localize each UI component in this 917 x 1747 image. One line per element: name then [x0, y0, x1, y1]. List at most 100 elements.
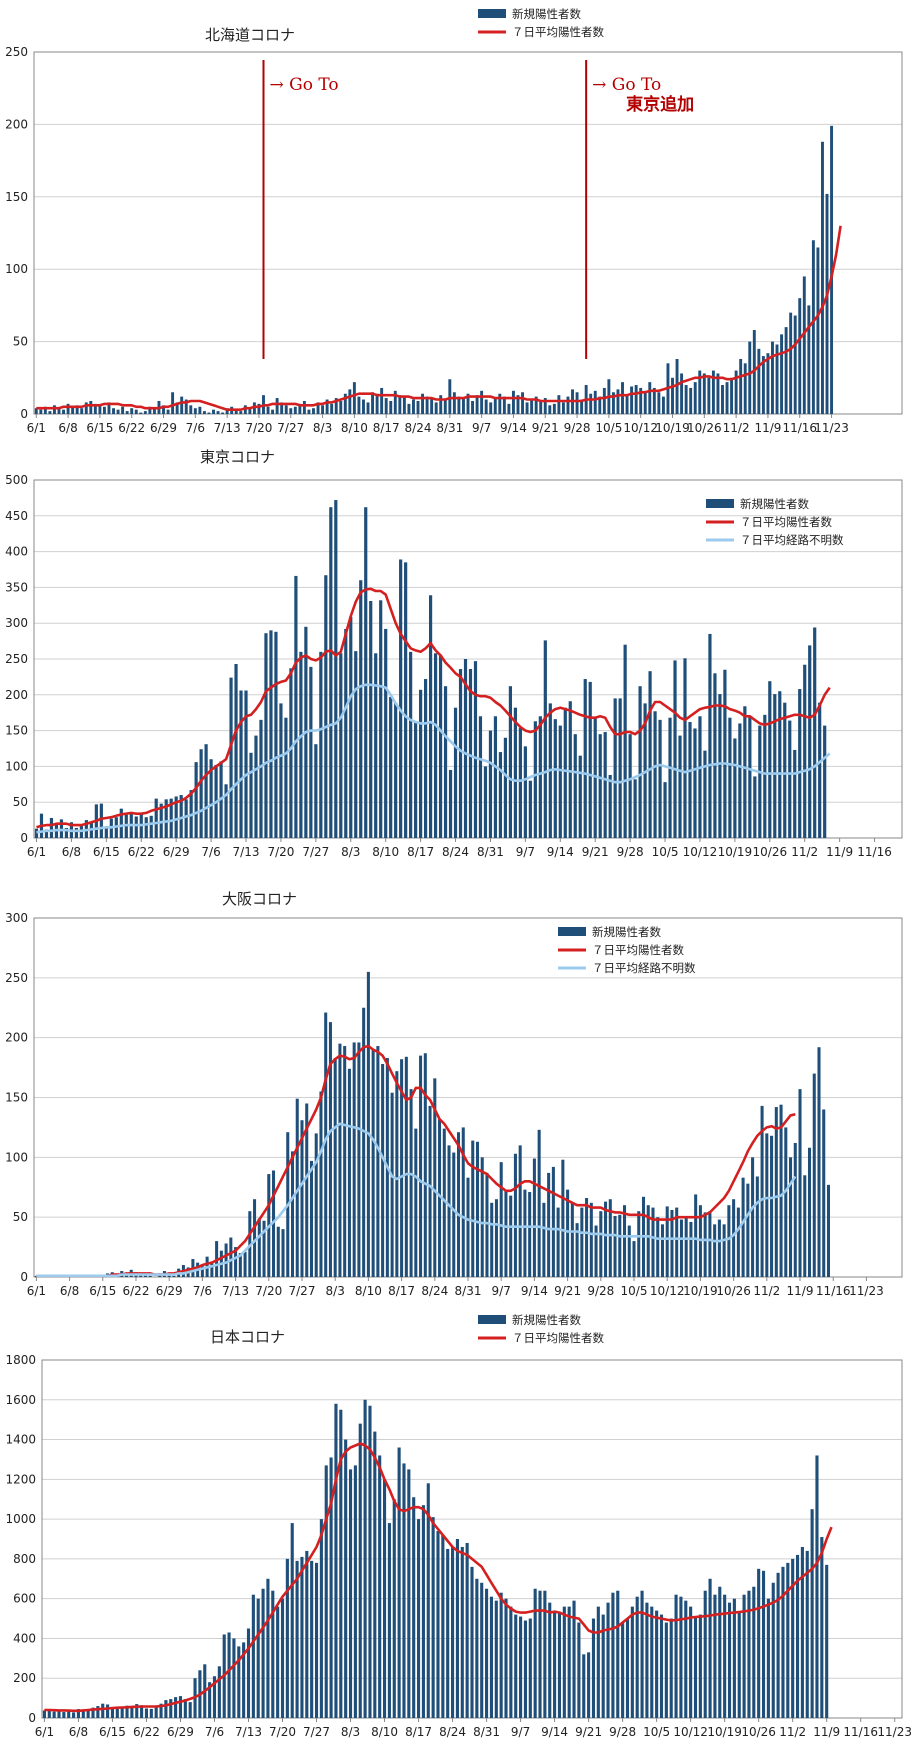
- x-tick-label: 9/14: [547, 845, 574, 859]
- bar-new-cases: [412, 1497, 416, 1718]
- bar-new-cases: [470, 1566, 474, 1718]
- bar-new-cases: [630, 1606, 634, 1718]
- bar-new-cases: [800, 1546, 804, 1718]
- line-7day-unknown-route: [36, 683, 831, 834]
- bar-new-cases: [543, 640, 547, 838]
- chart-3: 0 50 100 150 200 250 300 6/1 6/8 6/15 6/22 6/29 7/6 7…: [5, 890, 903, 1298]
- bar-new-cases: [480, 1157, 484, 1277]
- bar-new-cases: [668, 717, 672, 838]
- x-tick-label: 6/1: [27, 1284, 46, 1298]
- bar-new-cases: [442, 1128, 446, 1277]
- bar-new-cases: [645, 1602, 649, 1718]
- bar-new-cases: [237, 1646, 241, 1718]
- bar-new-cases: [738, 723, 742, 838]
- bar-new-cases: [76, 1709, 80, 1718]
- bar-new-cases: [742, 1594, 746, 1718]
- bar-new-cases: [343, 393, 347, 414]
- x-tick-label: 8/24: [405, 421, 432, 435]
- bar-new-cases: [164, 799, 168, 838]
- legend-swatch: [478, 9, 506, 18]
- bar-new-cases: [98, 405, 102, 414]
- bar-new-cases: [159, 803, 163, 838]
- bar-new-cases: [591, 1618, 596, 1718]
- bar-new-cases: [552, 403, 556, 414]
- bar-new-cases: [627, 1225, 631, 1277]
- bar-new-cases: [363, 1399, 367, 1718]
- bar-new-cases: [279, 703, 283, 838]
- bar-new-cases: [528, 1192, 532, 1277]
- x-tick-label: 9/21: [532, 421, 559, 435]
- bar-new-cases: [264, 633, 268, 838]
- bar-new-cases: [664, 1622, 668, 1718]
- x-tick-label: 6/15: [89, 1284, 116, 1298]
- x-tick-label: 10/12: [623, 421, 658, 435]
- bar-new-cases: [711, 370, 715, 414]
- bar-new-cases: [394, 702, 398, 838]
- bar-new-cases: [344, 628, 348, 838]
- bar-new-cases: [414, 722, 418, 838]
- bar-new-cases: [339, 653, 343, 838]
- x-tick-label: 10/5: [595, 421, 622, 435]
- legend-label: 新規陽性者数: [512, 1313, 581, 1327]
- bar-new-cases: [748, 716, 752, 838]
- bar-new-cases: [189, 405, 193, 414]
- bar-new-cases: [371, 1049, 375, 1277]
- x-tick-label: 11/2: [723, 421, 750, 435]
- bar-new-cases: [212, 1676, 217, 1718]
- bar-new-cases: [172, 1275, 176, 1277]
- y-tick-label: 100: [5, 759, 28, 773]
- x-tick-label: 10/26: [716, 1284, 751, 1298]
- bar-new-cases: [728, 717, 732, 838]
- bar-new-cases: [338, 1043, 342, 1277]
- bar-new-cases: [639, 387, 643, 414]
- bar-new-cases: [358, 1423, 362, 1718]
- bar-new-cases: [633, 779, 637, 838]
- bar-new-cases: [760, 1105, 764, 1277]
- y-tick-label: 50: [13, 795, 28, 809]
- x-tick-label: 10/12: [683, 845, 718, 859]
- bar-new-cases: [149, 815, 153, 838]
- bar-new-cases: [493, 716, 498, 838]
- bar-new-cases: [183, 1699, 187, 1718]
- bar-new-cases: [399, 559, 403, 838]
- bar-new-cases: [798, 1089, 802, 1277]
- x-tick-label: 7/27: [303, 1725, 330, 1739]
- bar-new-cases: [606, 1602, 610, 1718]
- bar-new-cases: [266, 1578, 270, 1718]
- bar-new-cases: [480, 390, 484, 414]
- bar-new-cases: [583, 679, 587, 838]
- x-tick-label: 7/13: [222, 1284, 249, 1298]
- bar-new-cases: [224, 1243, 228, 1277]
- bar-new-cases: [257, 1218, 261, 1277]
- bar-new-cases: [820, 1537, 824, 1718]
- bar-new-cases: [407, 403, 411, 414]
- bar-new-cases: [433, 1078, 437, 1277]
- bar-new-cases: [140, 1705, 144, 1718]
- bar-new-cases: [295, 1098, 299, 1277]
- bar-new-cases: [64, 827, 69, 838]
- bar-new-cases: [618, 698, 622, 838]
- x-tick-label: 8/3: [341, 1725, 360, 1739]
- bar-new-cases: [815, 1455, 819, 1718]
- bar-new-cases: [130, 1706, 134, 1718]
- bar-new-cases: [688, 722, 692, 838]
- bar-new-cases: [516, 395, 520, 414]
- bar-new-cases: [518, 727, 522, 838]
- bar-new-cases: [784, 327, 788, 414]
- bar-new-cases: [453, 707, 458, 838]
- bar-new-cases: [547, 1172, 551, 1277]
- bar-new-cases: [543, 1590, 547, 1718]
- bar-new-cases: [580, 1207, 584, 1277]
- x-tick-label: 11/16: [782, 421, 817, 435]
- bar-new-cases: [623, 1205, 627, 1277]
- x-tick-label: 8/17: [388, 1284, 415, 1298]
- legend-label: ７日平均陽性者数: [592, 943, 684, 957]
- bar-new-cases: [684, 1600, 688, 1718]
- bar-new-cases: [200, 1266, 204, 1277]
- bar-new-cases: [774, 1107, 778, 1277]
- x-tick-label: 8/10: [372, 845, 399, 859]
- bar-new-cases: [821, 141, 824, 414]
- bar-new-cases: [423, 1053, 427, 1277]
- y-tick-label: 400: [5, 545, 28, 559]
